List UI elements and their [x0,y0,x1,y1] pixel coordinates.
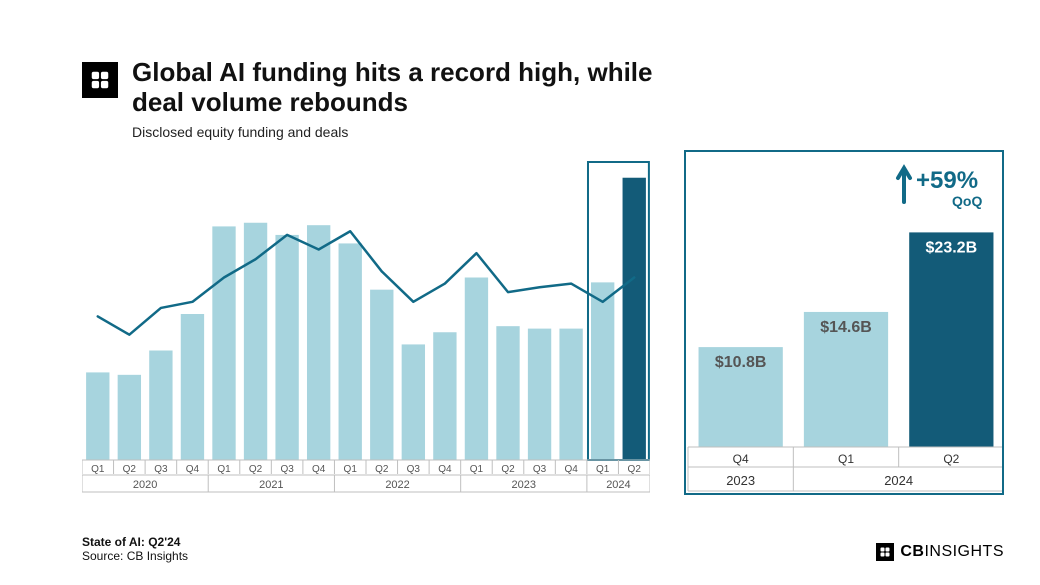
quarter-label: Q3 [533,464,547,475]
funding-bar [528,329,551,460]
detail-quarter-label: Q4 [733,452,749,466]
year-label: 2021 [259,479,283,491]
detail-funding-bar [909,232,993,447]
growth-arrow-icon [898,168,910,202]
funding-bar [307,225,330,460]
funding-bar [339,243,362,460]
bar-value-label: $23.2B [926,239,978,256]
funding-bar [275,235,298,460]
funding-bar [86,372,109,460]
quarter-label: Q1 [596,464,610,475]
funding-bar [402,344,425,460]
detail-quarter-label: Q1 [838,452,854,466]
page-title: Global AI funding hits a record high, wh… [132,58,692,118]
report-state: State of AI: Q2'24 [82,535,188,549]
header: Global AI funding hits a record high, wh… [82,58,692,140]
quarter-label: Q1 [470,464,484,475]
quarter-label: Q2 [249,464,263,475]
quarter-label: Q3 [154,464,168,475]
quarter-label: Q3 [280,464,294,475]
report-source: Source: CB Insights [82,549,188,563]
year-label: 2022 [385,479,409,491]
quarter-label: Q2 [501,464,515,475]
quarter-label: Q1 [217,464,231,475]
cb-logo-icon [82,62,118,98]
cb-logo-icon [876,543,894,561]
growth-period: QoQ [952,193,982,209]
detail-year-label: 2023 [726,473,755,488]
main-funding-chart: Q1 Q2 Q3 Q4 Q1 Q2 Q3 Q4 Q1 Q2 Q3 Q4 Q1 Q2 Q3 Q4 Q1 Q2 2020… [82,160,650,495]
funding-bar [370,290,393,460]
year-label: 2020 [133,479,157,491]
page-subtitle: Disclosed equity funding and deals [132,124,692,140]
deals-line [98,231,634,334]
bar-value-label: $10.8B [715,354,767,371]
year-label: 2024 [606,479,630,491]
quarter-label: Q2 [375,464,389,475]
funding-bar [433,332,456,460]
quarter-label: Q4 [312,464,326,475]
quarter-label: Q1 [344,464,358,475]
detail-quarter-label: Q2 [943,452,959,466]
funding-bar [496,326,519,460]
funding-bar [623,178,646,460]
footer-attribution: State of AI: Q2'24 Source: CB Insights [82,535,188,563]
brand-text: CBINSIGHTS [900,543,1004,561]
year-label: 2023 [512,479,536,491]
detail-funding-chart: +59%QoQ $10.8B $14.6B $23.2B Q4 Q1 Q2 2023 2024 [684,150,1004,495]
quarter-label: Q2 [123,464,137,475]
growth-percent: +59% [916,167,978,194]
funding-bar [212,226,235,460]
quarter-label: Q1 [91,464,105,475]
funding-bar [181,314,204,460]
quarter-label: Q4 [186,464,200,475]
detail-year-label: 2024 [884,473,913,488]
funding-bar [559,329,582,460]
funding-bar [591,282,614,460]
funding-bar [465,278,488,461]
brand-logo: CBINSIGHTS [876,543,1004,561]
quarter-label: Q3 [407,464,421,475]
funding-bar [149,351,172,461]
bar-value-label: $14.6B [820,319,872,336]
funding-bar [118,375,141,460]
quarter-label: Q4 [564,464,578,475]
quarter-label: Q4 [438,464,452,475]
quarter-label: Q2 [628,464,642,475]
